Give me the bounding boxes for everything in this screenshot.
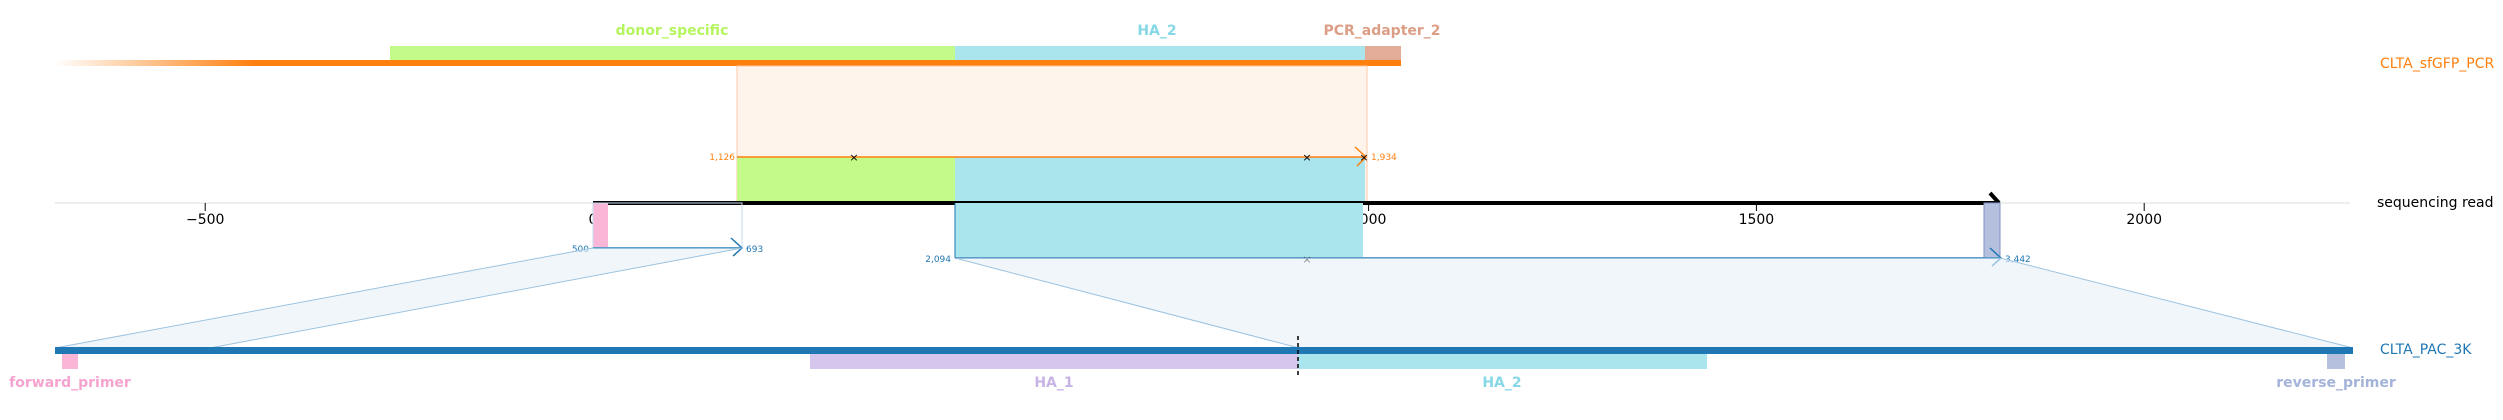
bottom-alignments: 500 693 × 2,094 3,442 xyxy=(54,202,2354,349)
top-alignment: × × × 1,126 1,934 xyxy=(709,65,1397,204)
mismatch-marker: × xyxy=(1302,151,1311,164)
ref-start-label-2: 2,094 xyxy=(925,255,951,265)
projection-2 xyxy=(954,257,2354,349)
axis-tick-label: 1500 xyxy=(1739,212,1775,228)
feature-label-forward-primer: forward_primer xyxy=(9,375,131,391)
reference-bar-top-fade xyxy=(55,60,255,66)
read-feature-donor-specific xyxy=(737,157,955,203)
feature-label-donor-specific: donor_specific xyxy=(616,23,729,39)
feature-label-ha1: HA_1 xyxy=(1034,375,1073,391)
reference-bar-bottom xyxy=(55,347,2353,354)
feature-pcr-adapter-2 xyxy=(1365,46,1401,60)
feature-ha2-bottom xyxy=(1298,354,1707,369)
ref-end-label-top: 1,934 xyxy=(1371,153,1397,163)
feature-ha1 xyxy=(810,354,1298,369)
axis-tick-label: 2000 xyxy=(2126,212,2162,228)
bottom-track: CLTA_PAC_3K forward_primer HA_1 HA_2 rev… xyxy=(9,336,2472,391)
axis-tick-label: −500 xyxy=(186,212,224,228)
alignment-arrow-top xyxy=(1354,146,1368,167)
reference-bar-top xyxy=(255,60,1401,66)
top-track: donor_specific HA_2 PCR_adapter_2 CLTA_s… xyxy=(55,23,2494,72)
feature-label-pcr-adapter-2: PCR_adapter_2 xyxy=(1323,23,1440,39)
feature-label-ha2-top: HA_2 xyxy=(1137,23,1176,39)
sequencing-read-label: sequencing read xyxy=(2377,195,2493,211)
ref-end-label-1: 693 xyxy=(746,245,763,255)
feature-forward-primer xyxy=(62,354,78,369)
feature-ha2-top xyxy=(955,46,1365,60)
mismatch-marker: × xyxy=(849,151,858,164)
read-feature-forward-primer xyxy=(593,203,608,248)
feature-donor-specific xyxy=(390,46,955,60)
ref-end-label-2: 3,442 xyxy=(2005,255,2031,265)
feature-label-reverse-primer: reverse_primer xyxy=(2276,375,2396,391)
feature-label-ha2-bottom: HA_2 xyxy=(1482,375,1521,391)
alignment-1-box xyxy=(592,202,743,249)
mismatch-marker: × xyxy=(1359,151,1368,164)
feature-reverse-primer xyxy=(2327,354,2345,369)
ref-start-label-top: 1,126 xyxy=(709,153,735,163)
reference-label-top: CLTA_sfGFP_PCR xyxy=(2380,56,2494,72)
read-feature-ha2-top xyxy=(955,157,1365,203)
read-end-hook xyxy=(1988,191,2001,205)
read-feature-ha2-bottom xyxy=(955,203,1363,258)
reference-label-bottom: CLTA_PAC_3K xyxy=(2380,342,2472,358)
projection-1 xyxy=(54,247,743,349)
